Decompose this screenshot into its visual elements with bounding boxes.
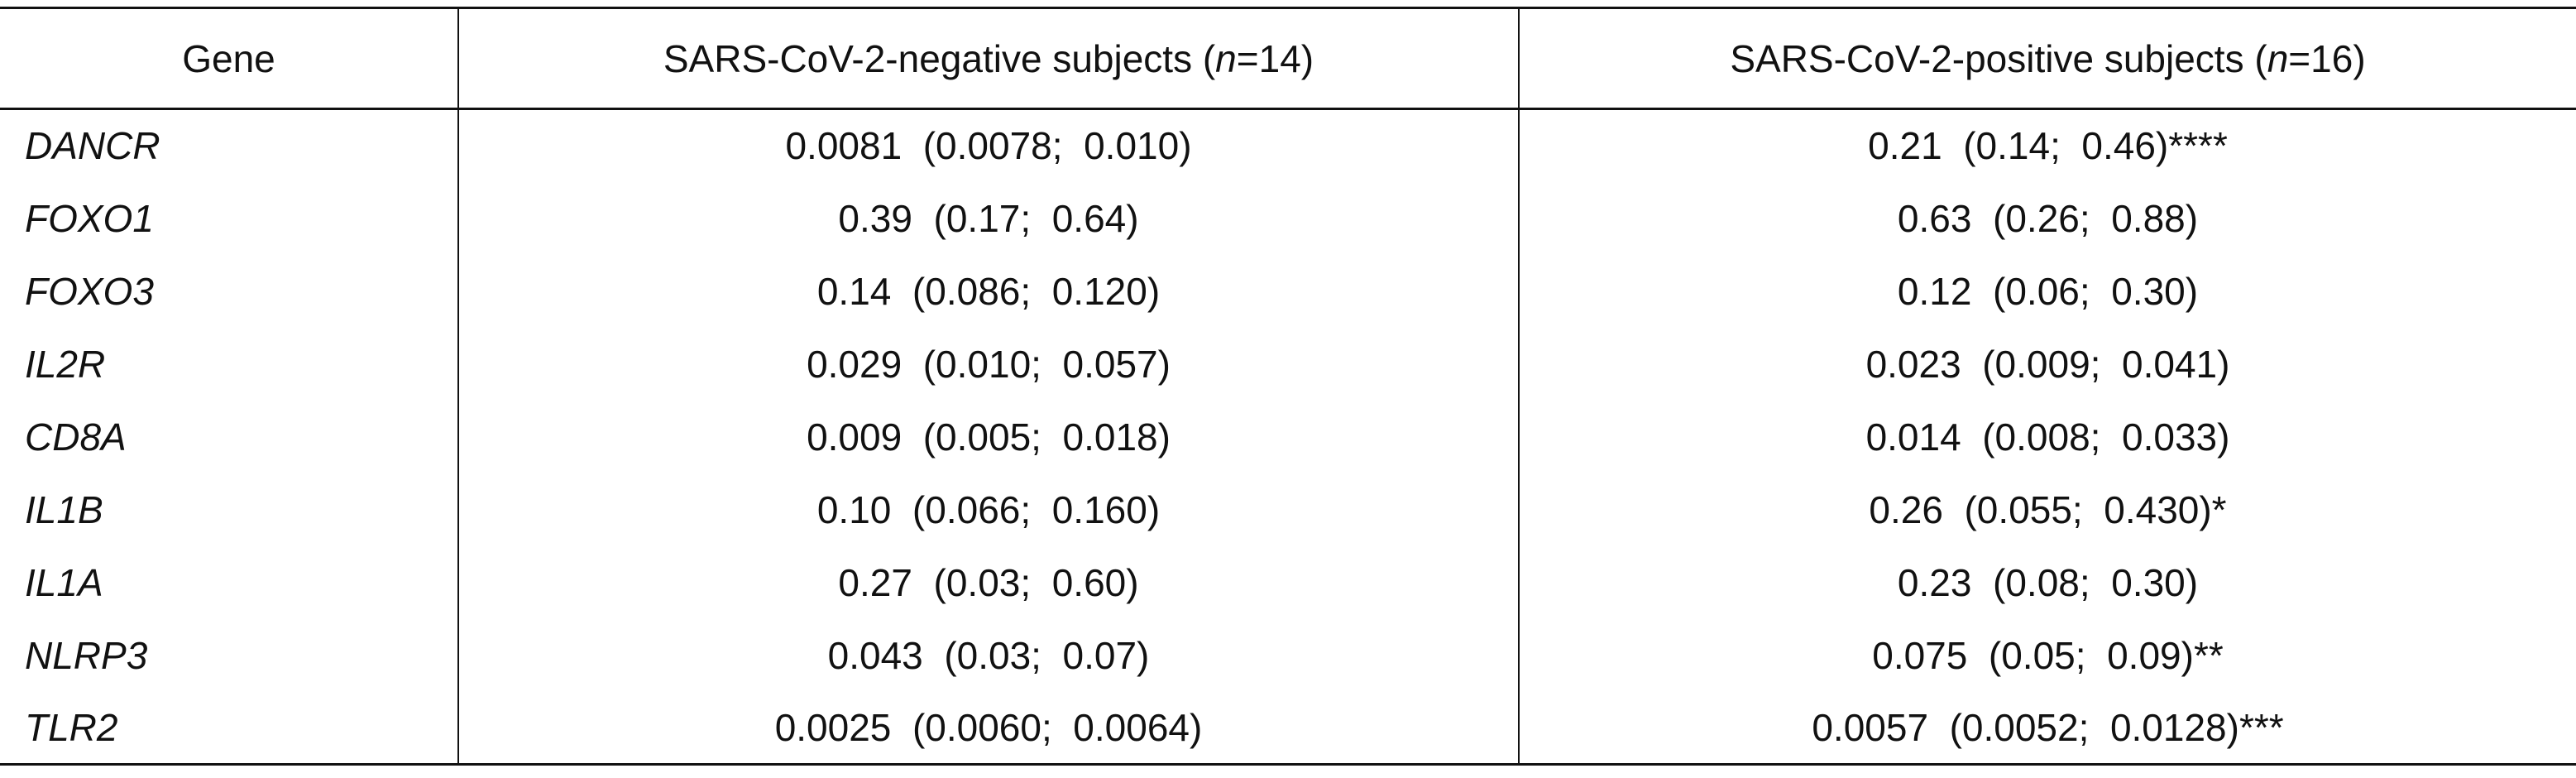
negative-value-cell: 0.39 (0.17; 0.64) — [457, 181, 1519, 255]
negative-value-cell: 0.0025 (0.0060; 0.0064) — [457, 691, 1519, 766]
gene-cell: TLR2 — [0, 691, 458, 766]
positive-value-cell: 0.075 (0.05; 0.09)** — [1518, 618, 2576, 692]
positive-value-cell: 0.014 (0.008; 0.033) — [1518, 400, 2576, 473]
header-positive-subjects: SARS-CoV-2-positive subjects (n=16) — [1518, 7, 2576, 110]
gene-cell: FOXO3 — [25, 269, 154, 313]
table-row: DANCR 0.0081 (0.0078; 0.010) 0.21 (0.14;… — [0, 108, 2576, 182]
negative-value-cell: 0.009 (0.005; 0.018) — [457, 400, 1519, 473]
header-row: Gene SARS-CoV-2-negative subjects (n=14)… — [0, 7, 2576, 110]
gene-cell: CD8A — [25, 415, 127, 459]
gene-cell: FOXO1 — [25, 196, 154, 240]
header-positive-prefix: SARS-CoV-2-positive subjects ( — [1730, 36, 2267, 80]
table-row: IL1B 0.10 (0.066; 0.160) 0.26 (0.055; 0.… — [0, 473, 2576, 546]
header-negative-subjects: SARS-CoV-2-negative subjects (n=14) — [457, 7, 1519, 110]
negative-value-cell: 0.043 (0.03; 0.07) — [457, 618, 1519, 692]
table-body: DANCR 0.0081 (0.0078; 0.010) 0.21 (0.14;… — [0, 108, 2576, 766]
positive-value-cell: 0.023 (0.009; 0.041) — [1518, 327, 2576, 401]
positive-value-cell: 0.12 (0.06; 0.30) — [1518, 254, 2576, 328]
negative-value-cell: 0.27 (0.03; 0.60) — [457, 545, 1519, 619]
table-row: FOXO1 0.39 (0.17; 0.64) 0.63 (0.26; 0.88… — [0, 181, 2576, 255]
negative-value-cell: 0.14 (0.086; 0.120) — [457, 254, 1519, 328]
table-row: IL2R 0.029 (0.010; 0.057) 0.023 (0.009; … — [0, 327, 2576, 401]
negative-value-cell: 0.10 (0.066; 0.160) — [457, 473, 1519, 546]
positive-value-cell: 0.23 (0.08; 0.30) — [1518, 545, 2576, 619]
header-positive-n-symbol: n — [2267, 36, 2289, 80]
positive-value-cell: 0.0057 (0.0052; 0.0128)*** — [1518, 691, 2576, 766]
header-negative-n-symbol: n — [1215, 36, 1237, 80]
table-row: IL1A 0.27 (0.03; 0.60) 0.23 (0.08; 0.30) — [0, 545, 2576, 619]
header-negative-n-value: =14) — [1236, 36, 1314, 80]
gene-cell: IL1B — [25, 487, 103, 531]
gene-expression-table: Gene SARS-CoV-2-negative subjects (n=14)… — [0, 7, 2576, 766]
gene-cell: IL1A — [25, 560, 103, 604]
header-positive-n-value: =16) — [2288, 36, 2366, 80]
gene-cell: IL2R — [25, 342, 106, 386]
positive-value-cell: 0.26 (0.055; 0.430)* — [1518, 473, 2576, 546]
table-row: FOXO3 0.14 (0.086; 0.120) 0.12 (0.06; 0.… — [0, 254, 2576, 328]
negative-value-cell: 0.029 (0.010; 0.057) — [457, 327, 1519, 401]
gene-cell: NLRP3 — [25, 633, 148, 677]
table-row: TLR2 0.0025 (0.0060; 0.0064) 0.0057 (0.0… — [0, 691, 2576, 766]
table-row: CD8A 0.009 (0.005; 0.018) 0.014 (0.008; … — [0, 400, 2576, 473]
table-row: NLRP3 0.043 (0.03; 0.07) 0.075 (0.05; 0.… — [0, 618, 2576, 692]
gene-cell: DANCR — [25, 124, 160, 168]
header-negative-prefix: SARS-CoV-2-negative subjects ( — [663, 36, 1216, 80]
positive-value-cell: 0.21 (0.14; 0.46)**** — [1518, 108, 2576, 182]
header-gene-label: Gene — [182, 36, 275, 80]
table-header: Gene SARS-CoV-2-negative subjects (n=14)… — [0, 7, 2576, 110]
positive-value-cell: 0.63 (0.26; 0.88) — [1518, 181, 2576, 255]
negative-value-cell: 0.0081 (0.0078; 0.010) — [457, 108, 1519, 182]
header-gene: Gene — [0, 7, 458, 110]
